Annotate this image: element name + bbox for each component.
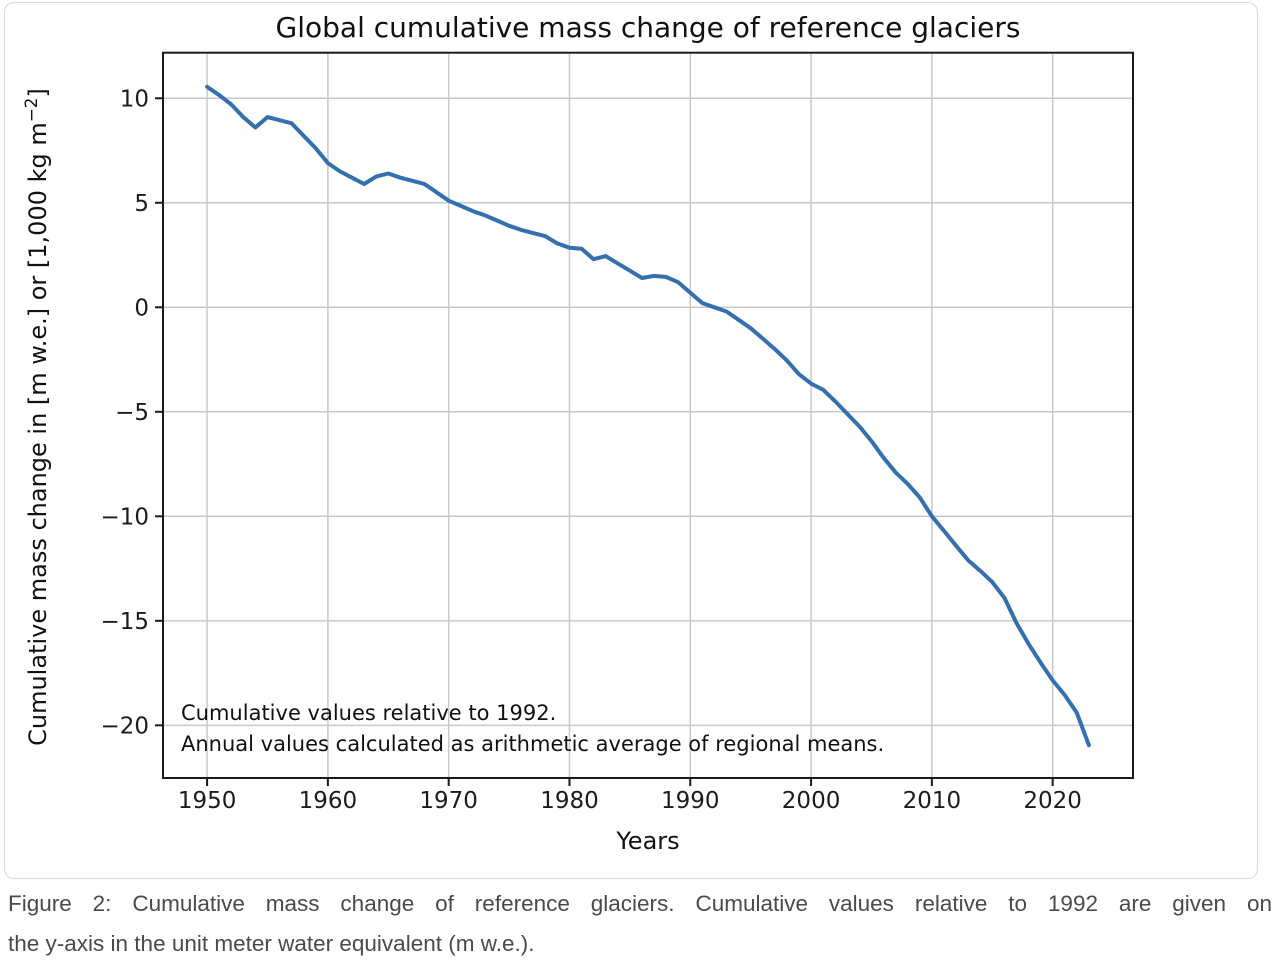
- y-tick-label: 10: [120, 86, 149, 112]
- annotation-line-1: Cumulative values relative to 1992.: [181, 701, 557, 725]
- glacier-mass-line-chart: 1950 1960 1970 1980 1990 2000 2010 2020 10 5 0 −5 −1…: [100, 51, 1134, 814]
- x-tick-label: 1990: [661, 788, 720, 814]
- axes-spines: [162, 51, 1134, 779]
- caption-line-1: Figure 2: Cumulative mass change of refe…: [8, 891, 1272, 916]
- y-axis-label-bracket: ]: [24, 88, 52, 98]
- annotation-line-2: Annual values calculated as arithmetic a…: [181, 732, 885, 756]
- x-tick-label: 2020: [1023, 788, 1082, 814]
- y-axis-label: Cumulative mass change in [m w.e.] or [1…: [21, 47, 57, 787]
- y-tick-label: −15: [100, 609, 149, 635]
- caption-line-2: the y-axis in the unit meter water equiv…: [8, 931, 535, 956]
- y-tick-label: 0: [134, 295, 149, 321]
- figure-caption: Figure 2: Cumulative mass change of refe…: [8, 884, 1272, 964]
- y-tick-label: 5: [134, 191, 149, 217]
- x-tick-label: 1950: [178, 788, 237, 814]
- chart-annotation: Cumulative values relative to 1992. Annu…: [181, 698, 884, 760]
- cumulative-mass-series-line: [205, 84, 1091, 748]
- y-axis-label-superscript: −2: [21, 97, 41, 123]
- x-tick-label: 2000: [782, 788, 841, 814]
- figure-card: 1950 1960 1970 1980 1990 2000 2010 2020 10 5 0 −5 −1…: [4, 2, 1258, 879]
- y-tick-label: −5: [115, 400, 149, 426]
- y-tick-label: −10: [100, 504, 149, 530]
- y-tick-label: −20: [100, 713, 149, 739]
- x-tick-label: 1970: [419, 788, 478, 814]
- x-tick-label: 1960: [299, 788, 358, 814]
- chart-title: Global cumulative mass change of referen…: [275, 11, 1021, 44]
- x-tick-label: 2010: [903, 788, 962, 814]
- x-axis-label: Years: [616, 827, 680, 855]
- y-axis-label-text: Cumulative mass change in [m w.e.] or [1…: [24, 122, 52, 746]
- x-tick-label: 1980: [540, 788, 599, 814]
